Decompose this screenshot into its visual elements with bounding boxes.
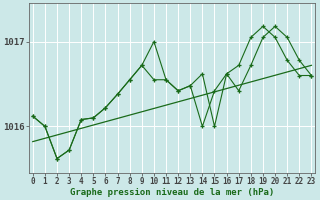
X-axis label: Graphe pression niveau de la mer (hPa): Graphe pression niveau de la mer (hPa) (70, 188, 274, 197)
